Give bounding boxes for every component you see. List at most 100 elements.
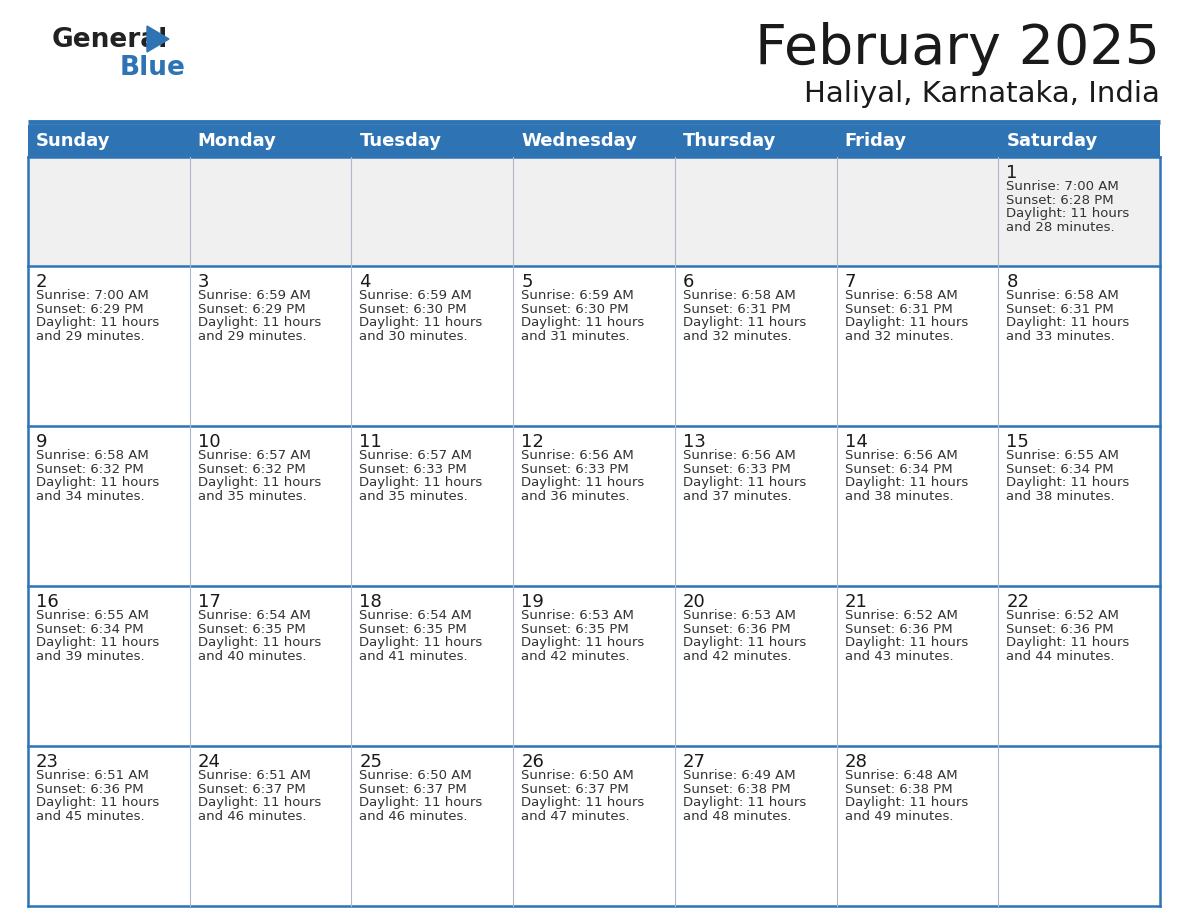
- Text: Sunrise: 6:55 AM: Sunrise: 6:55 AM: [1006, 450, 1119, 463]
- Text: Friday: Friday: [845, 132, 906, 150]
- Text: and 44 minutes.: and 44 minutes.: [1006, 650, 1114, 663]
- Text: 13: 13: [683, 433, 706, 451]
- Text: 26: 26: [522, 753, 544, 771]
- Text: Sunset: 6:29 PM: Sunset: 6:29 PM: [36, 303, 144, 316]
- Text: Daylight: 11 hours: Daylight: 11 hours: [197, 476, 321, 489]
- Text: Sunrise: 6:58 AM: Sunrise: 6:58 AM: [36, 450, 148, 463]
- Text: Sunrise: 6:59 AM: Sunrise: 6:59 AM: [522, 289, 634, 302]
- Text: Sunrise: 6:53 AM: Sunrise: 6:53 AM: [522, 610, 634, 622]
- Text: 1: 1: [1006, 164, 1018, 182]
- Text: and 38 minutes.: and 38 minutes.: [845, 490, 953, 503]
- Bar: [29, 157, 1159, 266]
- Text: and 47 minutes.: and 47 minutes.: [522, 810, 630, 823]
- Text: Sunset: 6:31 PM: Sunset: 6:31 PM: [683, 303, 790, 316]
- Text: 20: 20: [683, 593, 706, 610]
- Text: Daylight: 11 hours: Daylight: 11 hours: [197, 797, 321, 810]
- Text: Sunrise: 6:59 AM: Sunrise: 6:59 AM: [197, 289, 310, 302]
- Text: 10: 10: [197, 433, 220, 451]
- Bar: [29, 426, 1159, 586]
- Text: and 41 minutes.: and 41 minutes.: [360, 650, 468, 663]
- Text: Saturday: Saturday: [1006, 132, 1098, 150]
- Polygon shape: [147, 26, 169, 52]
- Text: and 43 minutes.: and 43 minutes.: [845, 650, 953, 663]
- Text: Haliyal, Karnataka, India: Haliyal, Karnataka, India: [804, 80, 1159, 108]
- Text: General: General: [52, 27, 169, 53]
- Text: and 45 minutes.: and 45 minutes.: [36, 810, 145, 823]
- Text: 17: 17: [197, 593, 221, 610]
- Text: 14: 14: [845, 433, 867, 451]
- Text: and 35 minutes.: and 35 minutes.: [360, 490, 468, 503]
- Text: and 29 minutes.: and 29 minutes.: [197, 330, 307, 342]
- Text: Sunrise: 6:56 AM: Sunrise: 6:56 AM: [522, 450, 634, 463]
- Text: Sunrise: 6:57 AM: Sunrise: 6:57 AM: [360, 450, 473, 463]
- Text: and 42 minutes.: and 42 minutes.: [522, 650, 630, 663]
- Text: Sunset: 6:36 PM: Sunset: 6:36 PM: [845, 623, 953, 636]
- Text: Sunset: 6:33 PM: Sunset: 6:33 PM: [522, 463, 628, 476]
- Text: and 35 minutes.: and 35 minutes.: [197, 490, 307, 503]
- Text: Blue: Blue: [120, 55, 185, 81]
- Text: Daylight: 11 hours: Daylight: 11 hours: [683, 636, 807, 649]
- Text: Sunrise: 6:57 AM: Sunrise: 6:57 AM: [197, 450, 310, 463]
- Text: Daylight: 11 hours: Daylight: 11 hours: [197, 636, 321, 649]
- Text: Sunset: 6:28 PM: Sunset: 6:28 PM: [1006, 194, 1114, 207]
- Text: Sunrise: 6:50 AM: Sunrise: 6:50 AM: [522, 769, 634, 782]
- Text: Sunset: 6:34 PM: Sunset: 6:34 PM: [1006, 463, 1114, 476]
- Text: Monday: Monday: [197, 132, 277, 150]
- Text: Daylight: 11 hours: Daylight: 11 hours: [36, 476, 159, 489]
- Text: and 39 minutes.: and 39 minutes.: [36, 650, 145, 663]
- Text: and 32 minutes.: and 32 minutes.: [845, 330, 953, 342]
- Text: Thursday: Thursday: [683, 132, 776, 150]
- Bar: [29, 125, 1159, 157]
- Text: Sunday: Sunday: [36, 132, 110, 150]
- Text: and 36 minutes.: and 36 minutes.: [522, 490, 630, 503]
- Text: Sunrise: 6:49 AM: Sunrise: 6:49 AM: [683, 769, 796, 782]
- Text: 4: 4: [360, 273, 371, 291]
- Text: Sunset: 6:32 PM: Sunset: 6:32 PM: [36, 463, 144, 476]
- Text: Sunrise: 6:52 AM: Sunrise: 6:52 AM: [1006, 610, 1119, 622]
- Text: 27: 27: [683, 753, 706, 771]
- Text: and 29 minutes.: and 29 minutes.: [36, 330, 145, 342]
- Text: Daylight: 11 hours: Daylight: 11 hours: [845, 476, 968, 489]
- Text: 2: 2: [36, 273, 48, 291]
- Text: Sunrise: 6:50 AM: Sunrise: 6:50 AM: [360, 769, 472, 782]
- Text: 21: 21: [845, 593, 867, 610]
- Text: 6: 6: [683, 273, 694, 291]
- Text: Sunset: 6:35 PM: Sunset: 6:35 PM: [197, 623, 305, 636]
- Text: Daylight: 11 hours: Daylight: 11 hours: [683, 476, 807, 489]
- Text: 22: 22: [1006, 593, 1029, 610]
- Text: Sunrise: 6:58 AM: Sunrise: 6:58 AM: [845, 289, 958, 302]
- Text: Sunrise: 6:56 AM: Sunrise: 6:56 AM: [845, 450, 958, 463]
- Text: 28: 28: [845, 753, 867, 771]
- Text: and 37 minutes.: and 37 minutes.: [683, 490, 791, 503]
- Text: February 2025: February 2025: [756, 22, 1159, 76]
- Bar: [29, 586, 1159, 746]
- Text: Daylight: 11 hours: Daylight: 11 hours: [36, 317, 159, 330]
- Text: Sunset: 6:33 PM: Sunset: 6:33 PM: [683, 463, 790, 476]
- Text: Sunrise: 6:51 AM: Sunrise: 6:51 AM: [197, 769, 310, 782]
- Text: 16: 16: [36, 593, 58, 610]
- Text: and 49 minutes.: and 49 minutes.: [845, 810, 953, 823]
- Text: and 34 minutes.: and 34 minutes.: [36, 490, 145, 503]
- Text: Sunset: 6:38 PM: Sunset: 6:38 PM: [845, 783, 953, 796]
- Text: 15: 15: [1006, 433, 1029, 451]
- Text: 9: 9: [36, 433, 48, 451]
- Text: and 42 minutes.: and 42 minutes.: [683, 650, 791, 663]
- Text: Daylight: 11 hours: Daylight: 11 hours: [197, 317, 321, 330]
- Text: 19: 19: [522, 593, 544, 610]
- Text: Sunset: 6:34 PM: Sunset: 6:34 PM: [845, 463, 953, 476]
- Text: Daylight: 11 hours: Daylight: 11 hours: [360, 636, 482, 649]
- Text: and 30 minutes.: and 30 minutes.: [360, 330, 468, 342]
- Text: and 46 minutes.: and 46 minutes.: [360, 810, 468, 823]
- Text: and 31 minutes.: and 31 minutes.: [522, 330, 630, 342]
- Text: 24: 24: [197, 753, 221, 771]
- Text: Daylight: 11 hours: Daylight: 11 hours: [683, 317, 807, 330]
- Text: Daylight: 11 hours: Daylight: 11 hours: [360, 317, 482, 330]
- Text: and 46 minutes.: and 46 minutes.: [197, 810, 307, 823]
- Text: 11: 11: [360, 433, 383, 451]
- Text: Sunset: 6:30 PM: Sunset: 6:30 PM: [360, 303, 467, 316]
- Text: Daylight: 11 hours: Daylight: 11 hours: [36, 636, 159, 649]
- Text: 5: 5: [522, 273, 532, 291]
- Text: Sunrise: 6:58 AM: Sunrise: 6:58 AM: [1006, 289, 1119, 302]
- Text: Daylight: 11 hours: Daylight: 11 hours: [845, 636, 968, 649]
- Text: Sunrise: 6:55 AM: Sunrise: 6:55 AM: [36, 610, 148, 622]
